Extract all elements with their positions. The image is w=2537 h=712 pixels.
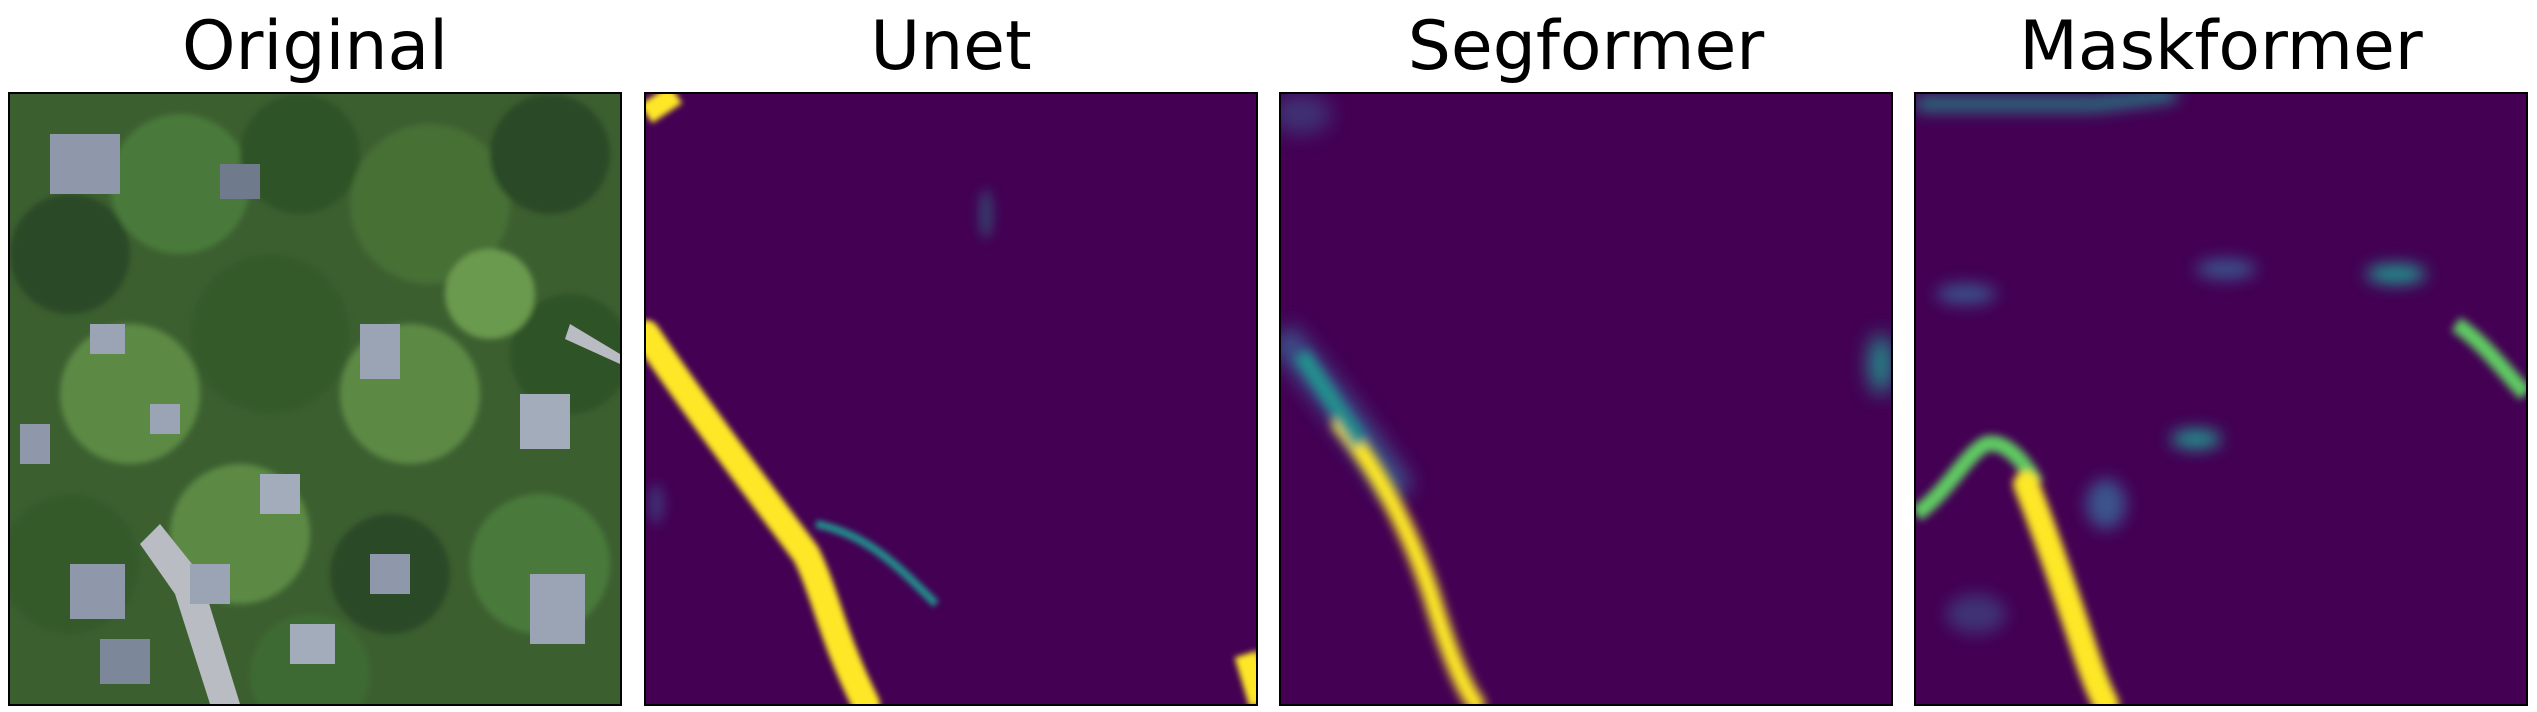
panel-maskformer: Maskformer	[1914, 0, 2528, 712]
panel-title-segformer: Segformer	[1407, 7, 1765, 86]
panel-segformer: Segformer	[1279, 0, 1893, 712]
unet-mask-frame	[644, 92, 1258, 706]
maskformer-mask-image	[1916, 94, 2526, 704]
unet-mask-image	[646, 94, 1256, 704]
panel-title-original: Original	[181, 7, 449, 86]
maskformer-mask-frame	[1914, 92, 2528, 706]
original-image-frame	[8, 92, 622, 706]
segformer-mask-frame	[1279, 92, 1893, 706]
panel-original: Original	[8, 0, 622, 712]
panel-title-unet: Unet	[870, 7, 1032, 86]
panel-unet: Unet	[644, 0, 1258, 712]
panel-title-maskformer: Maskformer	[2019, 7, 2423, 86]
original-aerial-image	[10, 94, 620, 704]
segformer-mask-image	[1281, 94, 1891, 704]
